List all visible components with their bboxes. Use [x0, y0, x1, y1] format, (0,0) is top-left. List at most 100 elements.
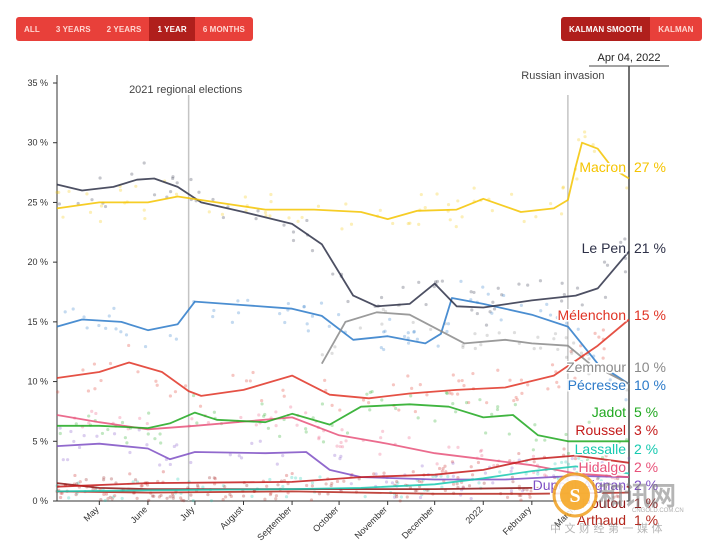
poll-dot [57, 202, 61, 206]
poll-dot [262, 414, 266, 418]
poll-dot [241, 494, 246, 498]
poll-dot [103, 204, 108, 209]
poll-dot [145, 483, 150, 487]
poll-dot [479, 343, 483, 347]
poll-dot [492, 464, 496, 468]
poll-dot [440, 485, 444, 489]
poll-dot [536, 335, 540, 339]
poll-dot [572, 341, 576, 345]
poll-dot [340, 227, 344, 231]
poll-dot [455, 482, 459, 486]
poll-dot [461, 345, 465, 349]
poll-dot [573, 376, 577, 380]
series-name-label: Roussel [575, 422, 626, 438]
series-value-label: 21 % [634, 240, 666, 256]
poll-dot [221, 497, 225, 502]
poll-dot [382, 471, 386, 475]
poll-dot [499, 318, 503, 322]
poll-dot [363, 494, 367, 499]
series-value-label: 5 % [634, 404, 658, 420]
poll-dot [317, 435, 321, 439]
poll-dot [446, 203, 451, 207]
poll-dot [236, 299, 240, 303]
poll-dot [212, 410, 216, 414]
poll-dot [211, 197, 215, 202]
poll-dot [470, 473, 475, 477]
poll-dot [108, 495, 112, 499]
poll-dot [402, 334, 407, 339]
poll-dot [138, 416, 142, 421]
poll-dot [603, 295, 608, 299]
poll-dot [358, 326, 362, 330]
poll-dot [604, 464, 608, 468]
annotation-label: 2021 regional elections [129, 84, 243, 96]
range-1-year-button[interactable]: 1 YEAR [149, 17, 195, 41]
poll-dot [239, 415, 243, 420]
poll-dot [330, 481, 334, 486]
poll-dot [329, 483, 333, 488]
poll-dot [326, 492, 330, 496]
poll-dot [397, 408, 401, 412]
poll-dot [305, 483, 309, 488]
range-3-years-button[interactable]: 3 YEARS [47, 17, 99, 41]
poll-dot [409, 394, 413, 398]
kalman-smooth-button[interactable]: KALMAN SMOOTH [561, 17, 651, 41]
poll-dot [333, 453, 337, 457]
poll-dot [207, 476, 212, 480]
poll-dot [175, 443, 179, 447]
poll-dot [179, 496, 183, 500]
poll-dot [543, 473, 547, 477]
poll-dot [229, 494, 233, 498]
poll-dot [74, 422, 78, 426]
poll-dot [174, 192, 179, 196]
poll-dot [69, 429, 73, 434]
series-end-label: Macron 27 % [578, 158, 668, 177]
poll-dot [543, 438, 547, 442]
poll-dot [587, 372, 591, 376]
kalman-button[interactable]: KALMAN [650, 17, 702, 41]
poll-dot [134, 184, 138, 188]
range-2-years-button[interactable]: 2 YEARS [98, 17, 150, 41]
poll-dot [399, 495, 404, 499]
poll-dot [534, 215, 538, 219]
poll-dot [338, 408, 342, 412]
poll-dot [593, 331, 597, 335]
poll-dot [396, 481, 400, 485]
watermark-url: CNGOLD.COM.CN [632, 508, 684, 514]
poll-dot [59, 495, 63, 500]
series-value-label: 10 % [634, 377, 666, 393]
poll-dot [381, 307, 385, 312]
poll-dot [213, 477, 217, 481]
poll-dot [378, 452, 382, 456]
poll-dot [559, 212, 564, 216]
poll-dot [198, 404, 203, 408]
range-all-button[interactable]: ALL [16, 17, 48, 41]
series-value-label: 15 % [634, 307, 666, 323]
poll-dot [286, 301, 290, 306]
poll-dot [339, 440, 343, 445]
poll-dot [76, 201, 80, 206]
poll-dot [246, 298, 250, 302]
poll-dot [333, 345, 337, 349]
poll-dot [136, 370, 140, 374]
poll-dot [286, 482, 290, 486]
poll-dot [102, 476, 106, 480]
poll-dot [496, 286, 500, 290]
poll-dot [475, 311, 479, 316]
poll-dot [457, 379, 461, 383]
poll-dot [583, 130, 587, 134]
poll-dot [467, 484, 472, 488]
poll-dot [274, 410, 278, 414]
poll-dot [587, 357, 591, 361]
poll-dot [71, 307, 75, 311]
range-6-months-button[interactable]: 6 MONTHS [194, 17, 253, 41]
poll-dot [625, 388, 629, 392]
poll-dot [446, 475, 450, 479]
poll-dot [623, 237, 627, 241]
poll-dot [230, 320, 235, 324]
series-name-label: Arthaud [577, 512, 626, 528]
poll-dot [532, 347, 536, 351]
poll-dot [490, 209, 494, 213]
poll-dot [484, 323, 489, 327]
poll-dot [485, 333, 489, 337]
